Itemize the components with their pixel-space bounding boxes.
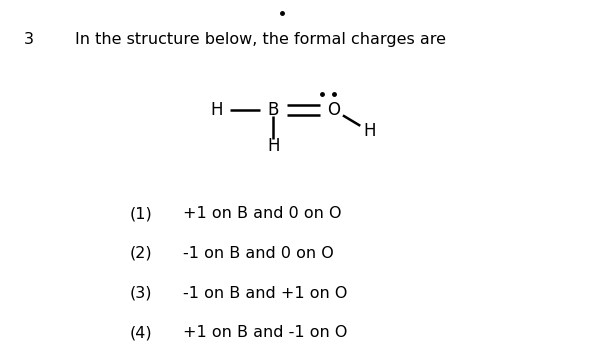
Text: H: H <box>364 122 376 140</box>
Text: (4): (4) <box>129 325 152 340</box>
Text: O: O <box>327 101 340 119</box>
Text: (1): (1) <box>129 206 152 221</box>
Text: +1 on B and 0 on O: +1 on B and 0 on O <box>183 206 342 221</box>
Text: -1 on B and +1 on O: -1 on B and +1 on O <box>183 285 348 301</box>
Text: (2): (2) <box>129 246 152 261</box>
Text: +1 on B and -1 on O: +1 on B and -1 on O <box>183 325 348 340</box>
Text: H: H <box>210 101 222 119</box>
Text: In the structure below, the formal charges are: In the structure below, the formal charg… <box>75 32 446 48</box>
Text: -1 on B and 0 on O: -1 on B and 0 on O <box>183 246 334 261</box>
Text: (3): (3) <box>129 285 151 301</box>
Text: 3: 3 <box>24 32 34 48</box>
Text: B: B <box>268 101 279 119</box>
Text: H: H <box>267 137 279 155</box>
